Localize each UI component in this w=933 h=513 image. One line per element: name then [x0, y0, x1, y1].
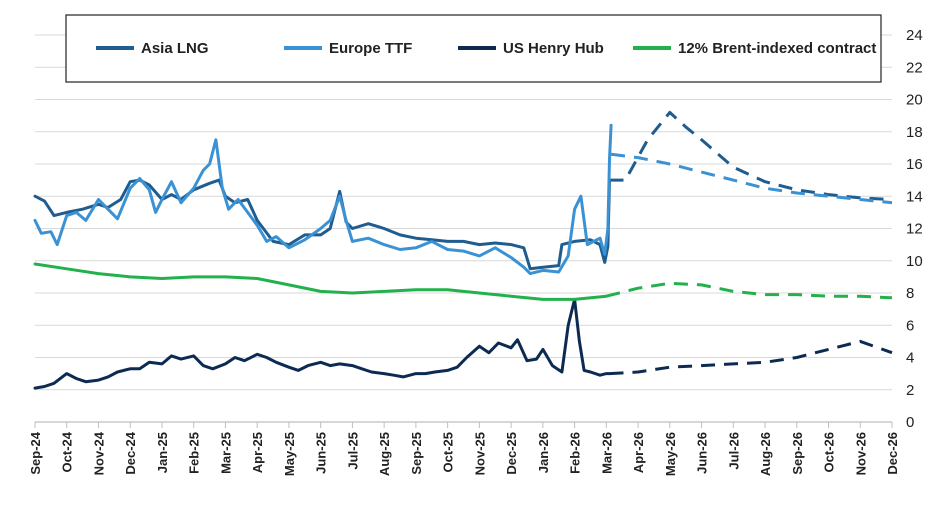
x-tick-label: Nov-26: [853, 432, 868, 475]
x-tick-label: Apr-25: [250, 432, 265, 473]
series-lines: [33, 110, 893, 390]
x-axis: Sep-24 Oct-24 Nov-24 Dec-24 Jan-25 Feb-25 Mar-…: [28, 421, 900, 476]
x-tick-label: Oct-25: [441, 432, 456, 472]
series-line-us-henry-hub-forecast: [609, 339, 893, 376]
x-tick-label: Feb-26: [568, 432, 583, 474]
y-tick-label: 16: [906, 156, 923, 173]
y-tick-label: 0: [906, 414, 914, 431]
x-tick-label: Jun-25: [314, 432, 329, 474]
y-tick-label: 18: [906, 124, 923, 141]
series-line-12-brent-indexed-contract-historical: [33, 262, 608, 301]
x-tick-label: Sep-26: [790, 432, 805, 475]
x-tick-label: Sep-24: [28, 431, 43, 474]
y-tick-label: 10: [906, 253, 923, 270]
y-tick-label: 20: [906, 92, 923, 109]
x-tick-label: Sep-25: [409, 432, 424, 475]
x-tick-label: Feb-25: [187, 432, 202, 474]
x-tick-label: Dec-26: [885, 432, 900, 475]
series-line-asia-lng-historical: [33, 178, 611, 271]
x-tick-label: Nov-24: [91, 431, 106, 475]
series-line-12-brent-indexed-contract-forecast: [605, 281, 893, 300]
x-tick-label: Nov-25: [472, 432, 487, 475]
x-tick-label: Mar-26: [599, 432, 614, 474]
y-tick-label: 8: [906, 285, 914, 302]
y-tick-label: 2: [906, 382, 914, 399]
x-tick-label: Apr-26: [631, 432, 646, 473]
x-tick-label: Oct-24: [60, 431, 75, 472]
series-line-europe-ttf-historical: [33, 123, 613, 276]
x-tick-label: May-26: [663, 432, 678, 476]
y-tick-label: 4: [906, 350, 914, 367]
x-tick-label: Jan-26: [536, 432, 551, 473]
x-tick-label: Aug-25: [377, 432, 392, 476]
x-tick-label: Oct-26: [822, 432, 837, 472]
y-tick-label: 22: [906, 59, 923, 76]
x-tick-label: Jul-25: [345, 432, 360, 470]
x-tick-label: Mar-25: [218, 432, 233, 474]
legend-label: Asia LNG: [141, 40, 209, 57]
series-line-europe-ttf-forecast: [610, 152, 893, 205]
x-tick-label: Jan-25: [155, 432, 170, 473]
y-tick-label: 12: [906, 221, 923, 238]
y-tick-label: 6: [906, 317, 914, 334]
series-line-asia-lng-forecast: [609, 110, 893, 201]
y-tick-label: 14: [906, 188, 923, 205]
x-tick-label: Dec-25: [504, 432, 519, 475]
legend-label: Europe TTF: [329, 40, 412, 57]
x-tick-label: Jun-26: [695, 432, 710, 474]
legend: Asia LNG Europe TTF US Henry Hub 12% Brent-…: [65, 14, 882, 83]
x-tick-label: Jul-26: [726, 432, 741, 470]
legend-label: US Henry Hub: [503, 40, 604, 57]
legend-label: 12% Brent-indexed contract: [678, 40, 876, 57]
x-tick-label: Aug-26: [758, 432, 773, 476]
x-tick-label: Dec-24: [123, 431, 138, 474]
x-tick-label: May-25: [282, 432, 297, 476]
gridlines: [35, 34, 892, 391]
series-line-us-henry-hub-historical: [33, 297, 611, 390]
y-tick-label: 24: [906, 27, 923, 44]
